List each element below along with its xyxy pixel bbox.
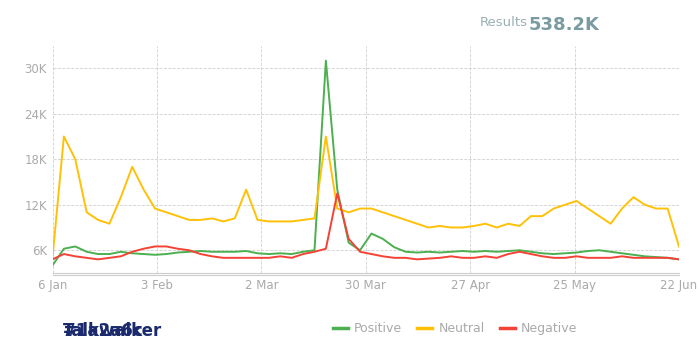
Text: 538.2K: 538.2K <box>528 16 599 34</box>
Neutral <box>447 225 456 230</box>
Negative <box>538 254 547 258</box>
Negative <box>447 254 456 258</box>
Negative <box>60 252 68 256</box>
Neutral <box>675 244 683 248</box>
Positive <box>413 251 421 255</box>
Positive <box>60 247 68 251</box>
Negative <box>333 191 342 195</box>
Positive <box>48 263 57 267</box>
Negative <box>675 257 683 261</box>
Positive <box>470 250 478 254</box>
Neutral <box>60 134 68 139</box>
Negative <box>413 257 421 261</box>
Neutral <box>48 256 57 260</box>
Neutral <box>470 224 478 228</box>
Negative <box>48 257 57 261</box>
Line: Neutral: Neutral <box>52 136 679 258</box>
Neutral <box>71 157 80 161</box>
Text: Talkwalker: Talkwalker <box>63 322 162 340</box>
Neutral <box>538 214 547 218</box>
Negative <box>276 254 284 258</box>
Positive <box>322 58 330 63</box>
Neutral <box>288 219 296 224</box>
Negative <box>470 256 478 260</box>
Positive <box>538 251 547 256</box>
Text: #1a2a6c: #1a2a6c <box>63 322 144 340</box>
Line: Positive: Positive <box>52 61 679 265</box>
Legend: Positive, Neutral, Negative: Positive, Neutral, Negative <box>328 317 582 340</box>
Positive <box>276 251 284 256</box>
Text: Results: Results <box>480 16 528 29</box>
Positive <box>675 257 683 261</box>
Positive <box>447 250 456 254</box>
Line: Negative: Negative <box>52 193 679 259</box>
Neutral <box>413 222 421 226</box>
